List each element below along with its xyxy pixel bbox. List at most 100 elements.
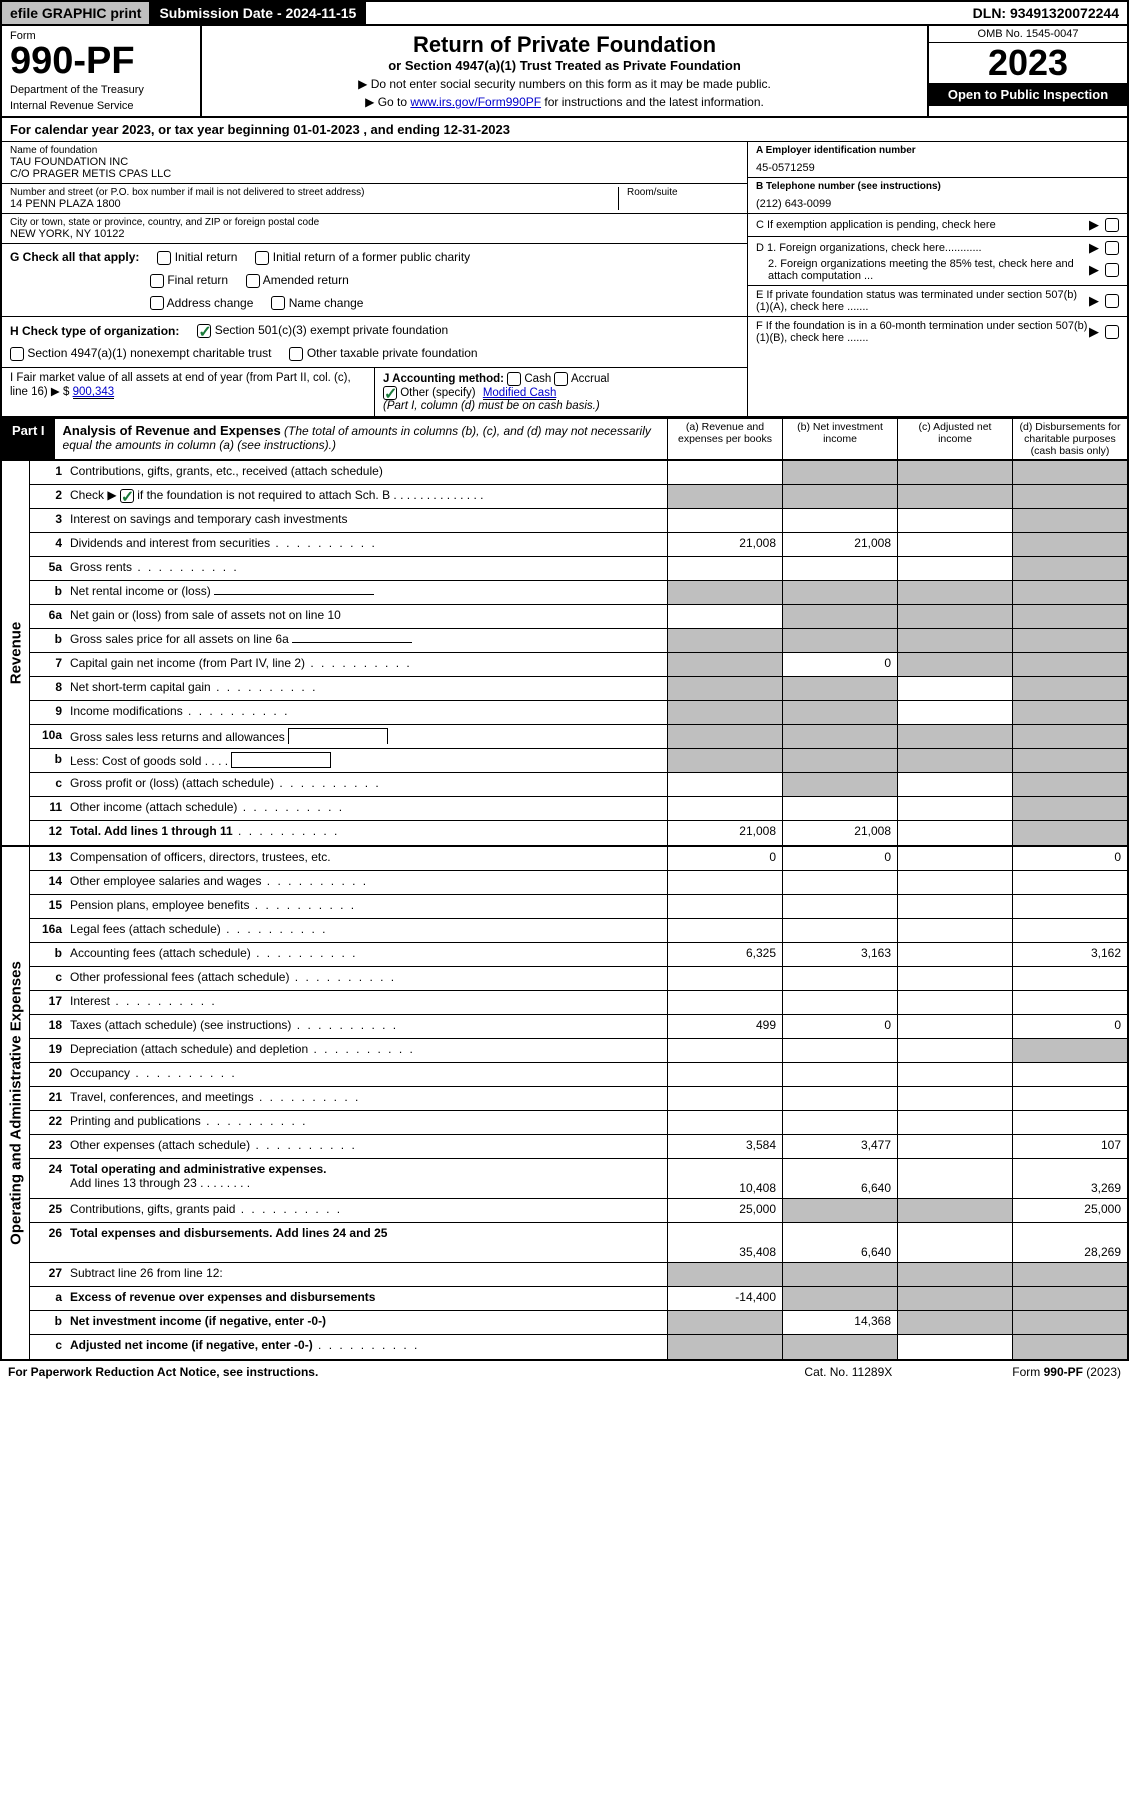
efile-print-button[interactable]: efile GRAPHIC print xyxy=(2,2,151,24)
row-num: 6a xyxy=(30,605,66,628)
d1-checkbox[interactable] xyxy=(1105,241,1119,255)
cell-b: 0 xyxy=(782,1015,897,1038)
part1-title: Analysis of Revenue and Expenses (The to… xyxy=(55,419,667,459)
row-desc: Dividends and interest from securities xyxy=(66,533,667,556)
name-change-checkbox[interactable] xyxy=(271,296,285,310)
entity-info-block: Name of foundation TAU FOUNDATION INC C/… xyxy=(0,142,1129,418)
c-label: C If exemption application is pending, c… xyxy=(756,219,1089,231)
column-headers: (a) Revenue and expenses per books (b) N… xyxy=(667,419,1127,459)
e-checkbox[interactable] xyxy=(1105,294,1119,308)
paperwork-notice: For Paperwork Reduction Act Notice, see … xyxy=(8,1365,318,1379)
other-method-checkbox[interactable] xyxy=(383,386,397,400)
row-desc: Less: Cost of goods sold . . . . xyxy=(66,749,667,772)
cell-d: 28,269 xyxy=(1012,1223,1127,1262)
j-note: (Part I, column (d) must be on cash basi… xyxy=(383,400,600,412)
row-desc: Subtract line 26 from line 12: xyxy=(66,1263,667,1286)
row-desc: Depreciation (attach schedule) and deple… xyxy=(66,1039,667,1062)
f-checkbox[interactable] xyxy=(1105,325,1119,339)
accrual-checkbox[interactable] xyxy=(554,372,568,386)
other-taxable-checkbox[interactable] xyxy=(289,347,303,361)
col-a-header: (a) Revenue and expenses per books xyxy=(667,419,782,459)
cell-a: 25,000 xyxy=(667,1199,782,1222)
row-num: 8 xyxy=(30,677,66,700)
sch-b-checkbox[interactable] xyxy=(120,489,134,503)
part1-header: Part I Analysis of Revenue and Expenses … xyxy=(0,418,1129,461)
instr2-pre: ▶ Go to xyxy=(365,95,410,109)
row-num: b xyxy=(30,1311,66,1334)
row-num: 14 xyxy=(30,871,66,894)
g-opt-1: Initial return of a former public charit… xyxy=(273,250,470,264)
h-opt-3: Other taxable private foundation xyxy=(307,346,478,360)
row-num: 5a xyxy=(30,557,66,580)
form-header: Form 990-PF Department of the Treasury I… xyxy=(0,26,1129,118)
row-num: 27 xyxy=(30,1263,66,1286)
dept-irs: Internal Revenue Service xyxy=(10,100,192,112)
addr-label: Number and street (or P.O. box number if… xyxy=(10,187,610,198)
d1-label: D 1. Foreign organizations, check here..… xyxy=(756,242,1089,254)
4947a1-checkbox[interactable] xyxy=(10,347,24,361)
instr2-post: for instructions and the latest informat… xyxy=(541,95,764,109)
arrow-icon: ▶ xyxy=(1089,240,1099,256)
row-num: 26 xyxy=(30,1223,66,1262)
row-desc: Net investment income (if negative, ente… xyxy=(66,1311,667,1334)
row-desc: Pension plans, employee benefits xyxy=(66,895,667,918)
revenue-table: Revenue 1Contributions, gifts, grants, e… xyxy=(0,461,1129,847)
e-label: E If private foundation status was termi… xyxy=(756,289,1089,313)
amended-return-checkbox[interactable] xyxy=(246,274,260,288)
tax-year: 2023 xyxy=(929,43,1127,83)
row-num: 13 xyxy=(30,847,66,870)
address-change-checkbox[interactable] xyxy=(150,296,164,310)
row-num: 23 xyxy=(30,1135,66,1158)
h-label: H Check type of organization: xyxy=(10,324,179,338)
row-num: 9 xyxy=(30,701,66,724)
form-id-block: Form 990-PF Department of the Treasury I… xyxy=(2,26,202,116)
row-num: 21 xyxy=(30,1087,66,1110)
instruction-2: ▶ Go to www.irs.gov/Form990PF for instru… xyxy=(214,95,915,109)
row-desc: Adjusted net income (if negative, enter … xyxy=(66,1335,667,1359)
initial-return-checkbox[interactable] xyxy=(157,251,171,265)
cash-checkbox[interactable] xyxy=(507,372,521,386)
d2-checkbox[interactable] xyxy=(1105,263,1119,277)
row-num: a xyxy=(30,1287,66,1310)
cell-a: 499 xyxy=(667,1015,782,1038)
calendar-year-line: For calendar year 2023, or tax year begi… xyxy=(0,118,1129,142)
cell-b: 14,368 xyxy=(782,1311,897,1334)
col-b-header: (b) Net investment income xyxy=(782,419,897,459)
row-num: c xyxy=(30,1335,66,1359)
row-desc: Taxes (attach schedule) (see instruction… xyxy=(66,1015,667,1038)
foundation-name-2: C/O PRAGER METIS CPAS LLC xyxy=(10,168,739,180)
row-num: 2 xyxy=(30,485,66,508)
cell-a: 0 xyxy=(667,847,782,870)
row-num: 11 xyxy=(30,797,66,820)
row-desc: Gross rents xyxy=(66,557,667,580)
row-desc: Travel, conferences, and meetings xyxy=(66,1087,667,1110)
row-num: 10a xyxy=(30,725,66,748)
row-num: 18 xyxy=(30,1015,66,1038)
f-label: F If the foundation is in a 60-month ter… xyxy=(756,320,1089,344)
row-num: 22 xyxy=(30,1111,66,1134)
cell-a: 21,008 xyxy=(667,533,782,556)
initial-return-former-checkbox[interactable] xyxy=(255,251,269,265)
cell-b: 0 xyxy=(782,653,897,676)
501c3-checkbox[interactable] xyxy=(197,324,211,338)
d2-label: 2. Foreign organizations meeting the 85%… xyxy=(756,258,1089,282)
arrow-icon: ▶ xyxy=(1089,262,1099,278)
cell-a: 10,408 xyxy=(667,1159,782,1198)
c-checkbox[interactable] xyxy=(1105,218,1119,232)
row-num: 15 xyxy=(30,895,66,918)
i-label: I Fair market value of all assets at end… xyxy=(10,372,351,398)
final-return-checkbox[interactable] xyxy=(150,274,164,288)
form-ref: Form 990-PF (2023) xyxy=(1012,1365,1121,1379)
j-accrual: Accrual xyxy=(571,373,609,385)
row-desc: Printing and publications xyxy=(66,1111,667,1134)
irs-link[interactable]: www.irs.gov/Form990PF xyxy=(410,95,541,109)
col-c-header: (c) Adjusted net income xyxy=(897,419,1012,459)
cell-d: 3,162 xyxy=(1012,943,1127,966)
cell-d: 25,000 xyxy=(1012,1199,1127,1222)
row-num: 19 xyxy=(30,1039,66,1062)
row-num: 25 xyxy=(30,1199,66,1222)
cell-b: 6,640 xyxy=(782,1223,897,1262)
h-opt-2: Section 4947(a)(1) nonexempt charitable … xyxy=(27,346,271,360)
g-opt-4: Address change xyxy=(167,296,254,310)
row-num: b xyxy=(30,749,66,772)
